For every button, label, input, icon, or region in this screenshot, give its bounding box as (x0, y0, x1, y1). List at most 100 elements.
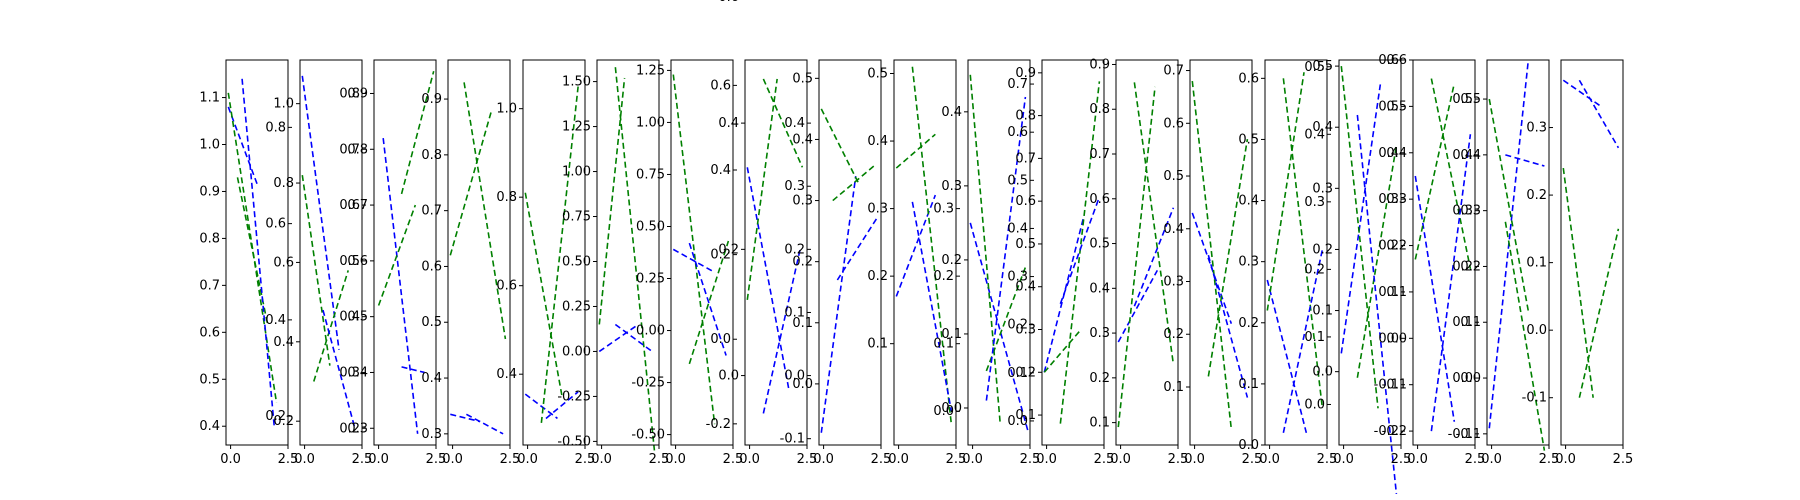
series-line-blue (1430, 134, 1472, 432)
x-tick-label: 2.5 (278, 452, 299, 467)
x-tick-label: 2.5 (871, 452, 892, 467)
series-line-green (688, 240, 730, 365)
series-line-blue (1414, 175, 1456, 422)
twin-y-tick-label: -0.1 (780, 432, 805, 447)
series-line-green (1488, 98, 1530, 312)
series-line-green (820, 108, 859, 183)
twin-y-tick-label: 0.3 (339, 365, 360, 380)
x-tick-label: 0.0 (1555, 452, 1576, 467)
x-tick-label: 2.5 (1465, 452, 1486, 467)
x-tick-label: 0.0 (368, 452, 389, 467)
y-tick-label: 0.3 (1163, 275, 1184, 290)
y-tick-label: 1.00 (636, 115, 665, 130)
series-line-blue (1578, 79, 1620, 149)
y-tick-label: 0.5 (1163, 169, 1184, 184)
y-tick-label: 0.4 (792, 132, 813, 147)
twin-y-tick-label: 0.5 (1304, 60, 1325, 75)
series-line-green (377, 204, 417, 306)
x-tick-label: 0.0 (591, 452, 612, 467)
x-tick-label: 2.5 (1168, 452, 1189, 467)
subplot-19: 0.0 2.5 (1555, 59, 1633, 467)
x-tick-label: 0.0 (294, 452, 315, 467)
series-line-blue (524, 393, 558, 420)
x-tick-label: 0.0 (1184, 452, 1205, 467)
y-tick-label: 0.3 (1386, 192, 1407, 207)
y-tick-label: 0.1 (1089, 416, 1110, 431)
x-tick-label: 2.5 (500, 452, 521, 467)
series-line-green (400, 70, 435, 195)
twin-y-tick-label: 0.4 (1304, 127, 1325, 142)
y-tick-label: 0.4 (1460, 148, 1481, 163)
series-line-blue (598, 323, 639, 353)
axes-frame (893, 59, 957, 446)
y-tick-label: 0.2 (1163, 327, 1184, 342)
series-line-green (1562, 167, 1594, 398)
series-line-green (672, 74, 716, 425)
series-line-green (598, 77, 626, 325)
series-line-green (1059, 81, 1101, 424)
twin-y-tick-label: 0.7 (339, 142, 360, 157)
y-tick-label: 0.0 (718, 369, 739, 384)
y-tick-label: 0.50 (636, 219, 665, 234)
series-line-green (1117, 86, 1156, 428)
series-line-green (1504, 221, 1546, 451)
y-tick-label: 1.0 (273, 97, 294, 112)
series-line-green (1191, 81, 1233, 430)
series-line-green (1578, 228, 1620, 398)
y-tick-label: 0.8 (1015, 109, 1036, 124)
series-line-green (301, 174, 331, 366)
y-tick-label: 0.4 (1312, 120, 1333, 135)
twin-y-tick-label: 0.5 (339, 254, 360, 269)
twin-y-tick-label: 0.4 (1452, 148, 1473, 163)
axes-frame (1338, 59, 1402, 446)
twin-y-tick-label: 0.2 (933, 269, 954, 284)
y-tick-label: 0.5 (1460, 92, 1481, 107)
subplot-16: 0.00.10.20.30.40.5-0.2-0.10.00.10.20.30.… (1312, 53, 1411, 494)
y-tick-label: 0.4 (1089, 281, 1110, 296)
y-tick-label: 0.2 (867, 269, 888, 284)
y-tick-label: 0.0 (1386, 331, 1407, 346)
twin-y-tick-label: 0.1 (1452, 315, 1473, 330)
axes-frame (818, 59, 882, 446)
y-tick-label: 0.8 (496, 190, 517, 205)
axes-frame (299, 59, 363, 446)
twin-y-tick-label: 0.0 (933, 404, 954, 419)
subplot-17: -0.2-0.10.00.10.20.30.40.50.6-0.10.00.10… (1382, 53, 1486, 467)
series-line-blue (614, 323, 653, 353)
y-tick-label: 0.3 (792, 194, 813, 209)
x-tick-label: 0.0 (962, 452, 983, 467)
y-tick-label: -0.2 (1382, 424, 1407, 439)
axes-frame (1560, 59, 1624, 446)
y-tick-label: -0.1 (1382, 378, 1407, 393)
y-tick-label: 0.6 (273, 255, 294, 270)
y-tick-label: 0.9 (1089, 57, 1110, 72)
axes-frame (967, 59, 1031, 446)
series-line-blue (1266, 279, 1308, 433)
axes-frame (596, 59, 660, 446)
twin-y-tick-label: 0.0 (1526, 323, 1547, 338)
twin-y-tick-label: 0.4 (339, 310, 360, 325)
subplot-9: 0.00.10.20.30.40.50.0 2.5 (792, 59, 892, 467)
series-line-blue (1505, 154, 1545, 167)
twin-y-tick-label: 0.6 (339, 198, 360, 213)
x-tick-label: 0.0 (665, 452, 686, 467)
y-tick-label: 0.3 (1089, 326, 1110, 341)
y-tick-label: 0.5 (199, 372, 220, 387)
series-line-blue (241, 78, 276, 427)
y-tick-label: 0.5 (1238, 132, 1259, 147)
x-tick-label: 0.0 (1110, 452, 1131, 467)
twin-y-tick-label: 0.0 (710, 332, 731, 347)
y-tick-label: 0.5 (792, 71, 813, 86)
y-tick-label: 0.3 (1312, 181, 1333, 196)
subplot-3: 0.30.40.50.60.70.80.90.0 2.5 (347, 59, 446, 467)
y-tick-label: 0.3 (347, 421, 368, 436)
series-line-blue (688, 242, 727, 356)
series-line-blue (382, 138, 419, 434)
twin-y-tick-label: 0.0 (1007, 414, 1028, 429)
twin-y-tick-label: 0.0 (784, 369, 805, 384)
twin-y-tick-label: 0.2 (710, 248, 731, 263)
y-tick-label: -0.25 (557, 389, 591, 404)
twin-y-tick-label: 0.6 (265, 217, 286, 232)
y-tick-label: 0.0 (1312, 365, 1333, 380)
